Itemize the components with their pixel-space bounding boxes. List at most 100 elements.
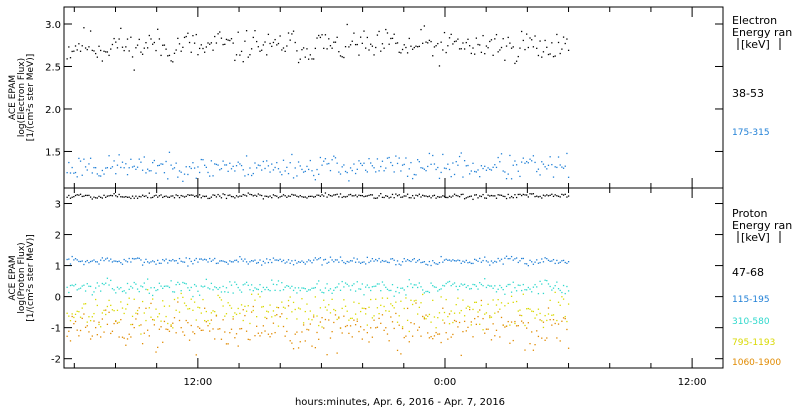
proton-data-point: [480, 261, 483, 263]
proton-data-point: [160, 326, 162, 328]
proton-data-point: [172, 195, 174, 197]
proton-data-point: [445, 298, 447, 301]
proton-data-point: [66, 335, 68, 337]
proton-data-point: [477, 260, 479, 262]
proton-data-point: [106, 323, 109, 326]
electron-data-point: [289, 162, 291, 164]
proton-data-point: [188, 289, 191, 291]
electron-data-point: [462, 176, 464, 178]
proton-data-point: [557, 301, 560, 303]
proton-data-point: [135, 312, 137, 314]
proton-data-point: [539, 195, 541, 198]
proton-data-point: [365, 195, 367, 197]
electron-legend-entry: 175-315: [732, 128, 770, 138]
proton-data-point: [304, 196, 306, 198]
proton-data-point: [152, 260, 154, 262]
proton-data-point: [245, 281, 248, 284]
proton-data-point: [386, 333, 389, 335]
proton-data-point: [266, 310, 268, 312]
electron-data-point: [344, 170, 347, 173]
proton-data-point: [536, 286, 538, 288]
proton-data-point: [136, 309, 139, 312]
proton-data-point: [79, 329, 82, 332]
proton-data-point: [225, 197, 228, 200]
proton-data-point: [403, 195, 405, 197]
proton-data-point: [547, 283, 550, 285]
proton-data-point: [81, 195, 83, 198]
proton-data-point: [95, 298, 97, 301]
proton-data-point: [244, 258, 246, 260]
proton-data-point: [480, 304, 483, 307]
proton-data-point: [411, 335, 414, 337]
proton-data-point: [564, 315, 566, 318]
proton-data-point: [559, 289, 561, 292]
proton-data-point: [123, 196, 125, 198]
proton-data-point: [514, 194, 516, 196]
proton-data-point: [227, 302, 229, 304]
proton-data-point: [180, 290, 182, 292]
proton-data-point: [551, 289, 553, 291]
proton-data-point: [344, 282, 347, 284]
electron-data-point: [398, 157, 400, 159]
proton-data-point: [455, 285, 457, 288]
electron-data-point: [356, 43, 358, 46]
electron-data-point: [542, 163, 545, 165]
proton-data-point: [301, 260, 303, 262]
proton-data-point: [566, 328, 568, 331]
electron-data-point: [197, 54, 199, 56]
proton-data-point: [157, 346, 159, 349]
proton-data-point: [566, 262, 568, 264]
proton-data-point: [108, 299, 110, 302]
proton-data-point: [130, 285, 132, 288]
proton-data-point: [140, 285, 142, 287]
proton-data-point: [279, 316, 281, 318]
proton-data-point: [359, 326, 362, 328]
proton-data-point: [267, 196, 270, 198]
proton-data-point: [529, 288, 531, 290]
proton-data-point: [98, 323, 100, 326]
proton-data-point: [395, 312, 397, 315]
proton-data-point: [326, 309, 328, 311]
electron-data-point: [532, 155, 535, 157]
proton-data-point: [509, 197, 511, 199]
electron-data-point: [178, 43, 181, 45]
electron-data-point: [556, 33, 558, 36]
electron-data-point: [135, 168, 137, 170]
electron-data-point: [256, 40, 258, 43]
proton-data-point: [403, 258, 405, 260]
proton-data-point: [386, 297, 389, 299]
proton-data-point: [250, 260, 253, 262]
proton-data-point: [391, 258, 394, 260]
proton-data-point: [524, 324, 526, 327]
electron-data-point: [349, 167, 352, 169]
electron-data-point: [371, 165, 374, 167]
proton-data-point: [145, 288, 147, 291]
proton-data-point: [485, 260, 488, 262]
proton-data-point: [277, 280, 280, 282]
proton-data-point: [286, 196, 288, 198]
proton-data-point: [492, 287, 494, 289]
proton-data-point: [155, 351, 157, 353]
proton-data-point: [435, 263, 437, 265]
proton-data-point: [349, 260, 352, 262]
proton-data-point: [219, 286, 221, 289]
electron-data-point: [537, 168, 540, 170]
proton-data-point: [271, 333, 273, 335]
proton-data-point: [557, 195, 560, 197]
electron-data-point: [386, 157, 389, 159]
proton-data-point: [309, 289, 311, 291]
electron-data-point: [539, 40, 541, 42]
electron-data-point: [274, 166, 276, 169]
electron-data-point: [484, 165, 486, 167]
proton-data-point: [302, 322, 305, 324]
electron-data-point: [527, 162, 529, 164]
proton-data-point: [252, 290, 254, 292]
proton-data-point: [286, 330, 288, 333]
proton-data-point: [91, 294, 93, 296]
electron-data-point: [343, 164, 345, 166]
electron-data-point: [284, 170, 286, 172]
proton-data-point: [428, 313, 431, 316]
electron-data-point: [88, 163, 90, 165]
electron-data-point: [140, 161, 142, 163]
proton-data-point: [376, 197, 379, 199]
